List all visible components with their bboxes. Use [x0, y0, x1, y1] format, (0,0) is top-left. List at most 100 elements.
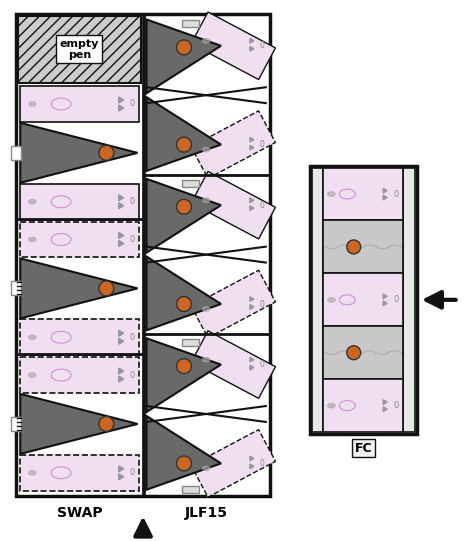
Text: 0: 0 [259, 459, 264, 468]
Bar [191, 171, 275, 239]
Ellipse shape [28, 470, 36, 476]
Polygon shape [146, 416, 221, 490]
Circle shape [176, 296, 191, 312]
Polygon shape [146, 179, 221, 253]
Circle shape [176, 40, 191, 55]
Polygon shape [250, 206, 254, 210]
Polygon shape [118, 203, 124, 209]
Bar [311, 168, 323, 432]
Bar [403, 168, 415, 432]
Bar [16, 14, 270, 496]
Polygon shape [118, 331, 124, 337]
Bar [191, 111, 275, 179]
Text: 0: 0 [130, 100, 135, 109]
Polygon shape [20, 394, 137, 454]
Text: 0: 0 [393, 295, 399, 305]
Ellipse shape [202, 38, 210, 43]
Polygon shape [146, 338, 221, 412]
Polygon shape [383, 294, 387, 299]
Polygon shape [383, 195, 387, 200]
Text: empty
pen: empty pen [60, 38, 99, 60]
Polygon shape [118, 474, 124, 480]
Bar [20, 222, 138, 258]
Polygon shape [250, 305, 254, 309]
Bar [191, 331, 275, 398]
Polygon shape [146, 19, 221, 93]
Polygon shape [250, 145, 254, 150]
Polygon shape [383, 400, 387, 405]
Text: 0: 0 [130, 197, 135, 206]
Bar [11, 146, 21, 160]
Polygon shape [118, 195, 124, 201]
Ellipse shape [328, 403, 336, 408]
Bar [18, 16, 141, 83]
Ellipse shape [51, 467, 71, 479]
Text: FC: FC [355, 442, 372, 455]
Bar [20, 184, 138, 220]
Ellipse shape [51, 331, 71, 343]
Ellipse shape [328, 192, 336, 196]
Circle shape [347, 240, 361, 254]
Bar [20, 357, 138, 393]
Polygon shape [20, 123, 137, 183]
Ellipse shape [202, 307, 210, 312]
Bar [310, 166, 417, 434]
Text: 0: 0 [259, 360, 264, 369]
Bar [142, 14, 145, 496]
Ellipse shape [339, 295, 356, 305]
Bar [191, 12, 275, 80]
Polygon shape [118, 376, 124, 382]
Text: 0: 0 [259, 300, 264, 308]
Polygon shape [250, 198, 254, 202]
Bar [323, 273, 403, 326]
Bar [182, 486, 200, 493]
Bar [182, 180, 200, 187]
Polygon shape [383, 188, 387, 193]
Bar [11, 281, 21, 295]
Ellipse shape [28, 237, 36, 242]
Bar [20, 455, 138, 491]
Polygon shape [250, 357, 254, 362]
Ellipse shape [28, 102, 36, 107]
Text: 0: 0 [130, 371, 135, 380]
Ellipse shape [202, 357, 210, 362]
Ellipse shape [202, 147, 210, 152]
Polygon shape [118, 105, 124, 111]
Bar [323, 326, 403, 379]
Bar [20, 319, 138, 355]
Bar [182, 339, 200, 346]
Ellipse shape [339, 189, 356, 199]
Ellipse shape [202, 197, 210, 203]
Polygon shape [118, 241, 124, 247]
Bar [191, 430, 275, 497]
Text: 0: 0 [130, 333, 135, 342]
Text: JLF15: JLF15 [185, 506, 228, 519]
Bar [323, 168, 403, 221]
Text: 0: 0 [259, 41, 264, 50]
Polygon shape [250, 464, 254, 469]
Polygon shape [118, 233, 124, 239]
Bar [20, 86, 138, 122]
Ellipse shape [202, 466, 210, 471]
Bar [323, 221, 403, 273]
Text: 0: 0 [130, 235, 135, 244]
Polygon shape [118, 368, 124, 374]
Circle shape [176, 199, 191, 214]
Polygon shape [250, 365, 254, 370]
Text: 0: 0 [393, 401, 399, 410]
Text: 0: 0 [130, 469, 135, 477]
Text: SWAP: SWAP [56, 506, 102, 519]
Circle shape [176, 137, 191, 152]
Ellipse shape [51, 98, 71, 110]
Text: 0: 0 [259, 140, 264, 149]
Circle shape [176, 359, 191, 374]
Ellipse shape [51, 196, 71, 208]
Ellipse shape [51, 234, 71, 246]
Circle shape [99, 146, 114, 160]
Polygon shape [383, 407, 387, 412]
Polygon shape [250, 38, 254, 43]
Polygon shape [146, 97, 221, 171]
Ellipse shape [28, 335, 36, 340]
Bar [11, 417, 21, 431]
Circle shape [99, 281, 114, 296]
